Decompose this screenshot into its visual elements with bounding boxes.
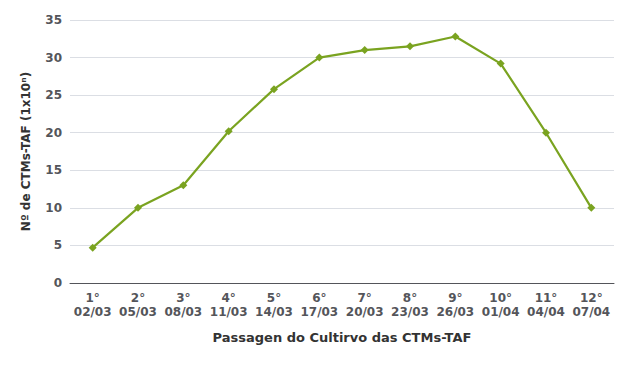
svg-text:14/03: 14/03 xyxy=(255,305,293,319)
svg-text:15: 15 xyxy=(45,163,62,177)
svg-text:02/03: 02/03 xyxy=(74,305,112,319)
svg-text:0: 0 xyxy=(54,276,62,290)
svg-text:30: 30 xyxy=(45,51,62,65)
svg-text:25: 25 xyxy=(45,88,62,102)
svg-text:20: 20 xyxy=(45,126,62,140)
svg-text:9°: 9° xyxy=(448,291,462,305)
svg-text:17/03: 17/03 xyxy=(300,305,338,319)
svg-text:2°: 2° xyxy=(131,291,145,305)
svg-text:3°: 3° xyxy=(176,291,190,305)
svg-text:35: 35 xyxy=(45,13,62,27)
svg-text:23/03: 23/03 xyxy=(391,305,429,319)
svg-text:10°: 10° xyxy=(489,291,512,305)
svg-text:01/04: 01/04 xyxy=(482,305,520,319)
svg-text:5°: 5° xyxy=(267,291,281,305)
svg-text:8°: 8° xyxy=(403,291,417,305)
svg-text:20/03: 20/03 xyxy=(346,305,384,319)
svg-text:1°: 1° xyxy=(85,291,99,305)
svg-text:05/03: 05/03 xyxy=(119,305,157,319)
svg-text:7°: 7° xyxy=(357,291,371,305)
svg-text:Nº de CTMs-TAF (1x10ⁿ): Nº de CTMs-TAF (1x10ⁿ) xyxy=(19,72,33,231)
svg-text:10: 10 xyxy=(45,201,62,215)
svg-text:4°: 4° xyxy=(221,291,235,305)
svg-text:6°: 6° xyxy=(312,291,326,305)
svg-text:04/04: 04/04 xyxy=(527,305,565,319)
svg-text:Passagen do Cultirvo das CTMs-: Passagen do Cultirvo das CTMs-TAF xyxy=(213,330,472,345)
svg-text:11/03: 11/03 xyxy=(210,305,248,319)
svg-text:08/03: 08/03 xyxy=(164,305,202,319)
svg-text:5: 5 xyxy=(54,238,62,252)
svg-text:12°: 12° xyxy=(580,291,603,305)
svg-text:26/03: 26/03 xyxy=(436,305,474,319)
svg-text:11°: 11° xyxy=(535,291,558,305)
svg-text:07/04: 07/04 xyxy=(572,305,610,319)
